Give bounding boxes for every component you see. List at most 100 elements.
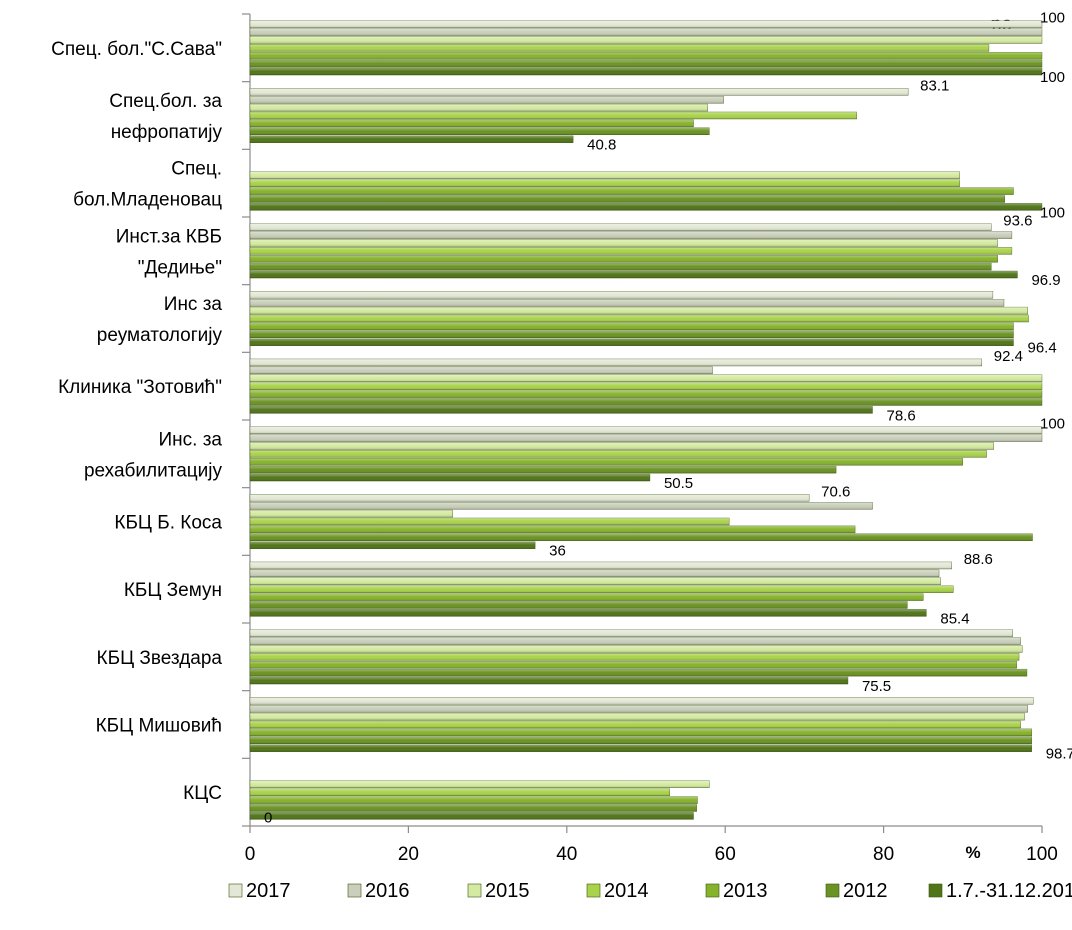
bar-shade [250,60,1042,68]
data-label: 0 [264,809,272,826]
bar-shade [250,629,1013,637]
bar-shade [250,322,1014,330]
x-tick-label: 60 [715,844,736,865]
category-label: нефропатију [111,122,223,143]
bar-shade [250,271,1018,279]
bar-shade [250,721,1021,728]
bar-shade [250,315,1029,322]
bar-shade [250,677,848,685]
bar-shade [250,104,708,112]
x-tick-label: 40 [556,844,577,865]
category-label: "Дедиње" [138,257,222,278]
data-label: 100 [1040,416,1065,433]
data-label: 96.9 [1031,272,1060,289]
bar-shade [250,44,989,52]
bar-shade [250,398,1042,406]
bar-shade [250,426,1042,434]
bar-shade [250,502,873,510]
data-label: 93.6 [1003,213,1032,230]
bar-shade [250,247,1012,255]
data-label: 92.4 [994,348,1023,365]
data-label: 50.5 [664,475,693,492]
data-label: 78.6 [887,407,916,424]
bar-shade [250,645,1023,653]
data-label: 100 [1040,10,1065,27]
data-label: 88.6 [964,551,993,568]
category-label: КБЦ Звездара [97,648,223,669]
bar-shade [250,171,960,179]
category-label: КБЦ Мишовић [96,716,222,737]
bar-shade [250,601,908,609]
legend-label: 2013 [723,880,768,902]
bar-shade [250,577,941,585]
legend-label: 2017 [246,880,291,902]
data-label: 98.7 [1046,746,1072,763]
bar-shade [250,36,1042,44]
bar-shade [250,263,992,271]
bar-shade [250,195,1005,203]
bar-shade [250,796,698,804]
bar-shade [250,291,993,299]
bar-shade [250,736,1032,744]
bar-shade [250,239,998,247]
category-label: бол.Младеновац [73,190,222,211]
bar-shade [250,713,1025,721]
bar-shade [250,494,810,502]
bar-shade [250,366,713,374]
bar-shade [250,697,1034,705]
bar-shade [250,434,1042,442]
plot-area: 0 20 40 60 80 100 Спец. бол."С.Сава" 100 100 Спец… [51,10,1072,865]
bar-shade [250,653,1020,661]
bar-shade [250,569,940,577]
bar-shade [250,458,963,466]
category-label: Спец. [171,159,222,180]
category-label: Инст.за КВБ [116,226,222,247]
data-label: 36 [549,543,566,560]
category-label: Инс. за [159,429,223,450]
bar-shade [250,804,697,812]
bar-shade [250,223,992,231]
legend-swatch [586,883,601,898]
x-tick-label: 0 [245,844,256,865]
bar-shade [250,187,1014,195]
legend-label: 1.7.-31.12.2011 [946,880,1072,902]
bar-shade [250,780,710,788]
bar-shade [250,135,574,143]
bar-shade [250,406,873,414]
bar-shade [250,307,1028,315]
bar-shade [250,28,1042,36]
bar-shade [250,20,1042,28]
data-label: 40.8 [587,137,616,154]
legend-swatch [467,883,482,898]
legend-label: 2015 [485,880,530,902]
data-label: 85.4 [940,610,969,627]
bar-shade [250,637,1021,645]
data-label: 75.5 [862,678,891,695]
bar-shade [250,358,982,366]
bar-shade [250,518,730,525]
category-label: КБЦ Земун [124,580,222,601]
legend-swatch [825,883,840,898]
bar-shade [250,374,1042,382]
category-label: Клиника "Зотовић" [58,377,222,398]
bar-shade [250,609,927,617]
category-label: Спец.бол. за [109,91,222,112]
bar-shade [250,112,857,119]
category-label: КЦС [183,783,222,804]
bar-shade [250,705,1028,713]
legend-label: 2014 [604,880,649,902]
bar-shade [250,533,1033,541]
bar-shade [250,561,952,569]
bar-shade [250,179,960,187]
data-label: 100 [1040,69,1065,86]
bar-shade [250,330,1014,338]
x-tick-label: 100 [1026,844,1058,865]
data-label: 100 [1040,204,1065,221]
x-tick-label: 80 [873,844,894,865]
bar-shade [250,585,954,593]
bar-shade [250,203,1042,211]
bar-shade [250,255,998,263]
category-label: КБЦ Б. Коса [114,513,222,534]
bar-shade [250,338,1014,346]
